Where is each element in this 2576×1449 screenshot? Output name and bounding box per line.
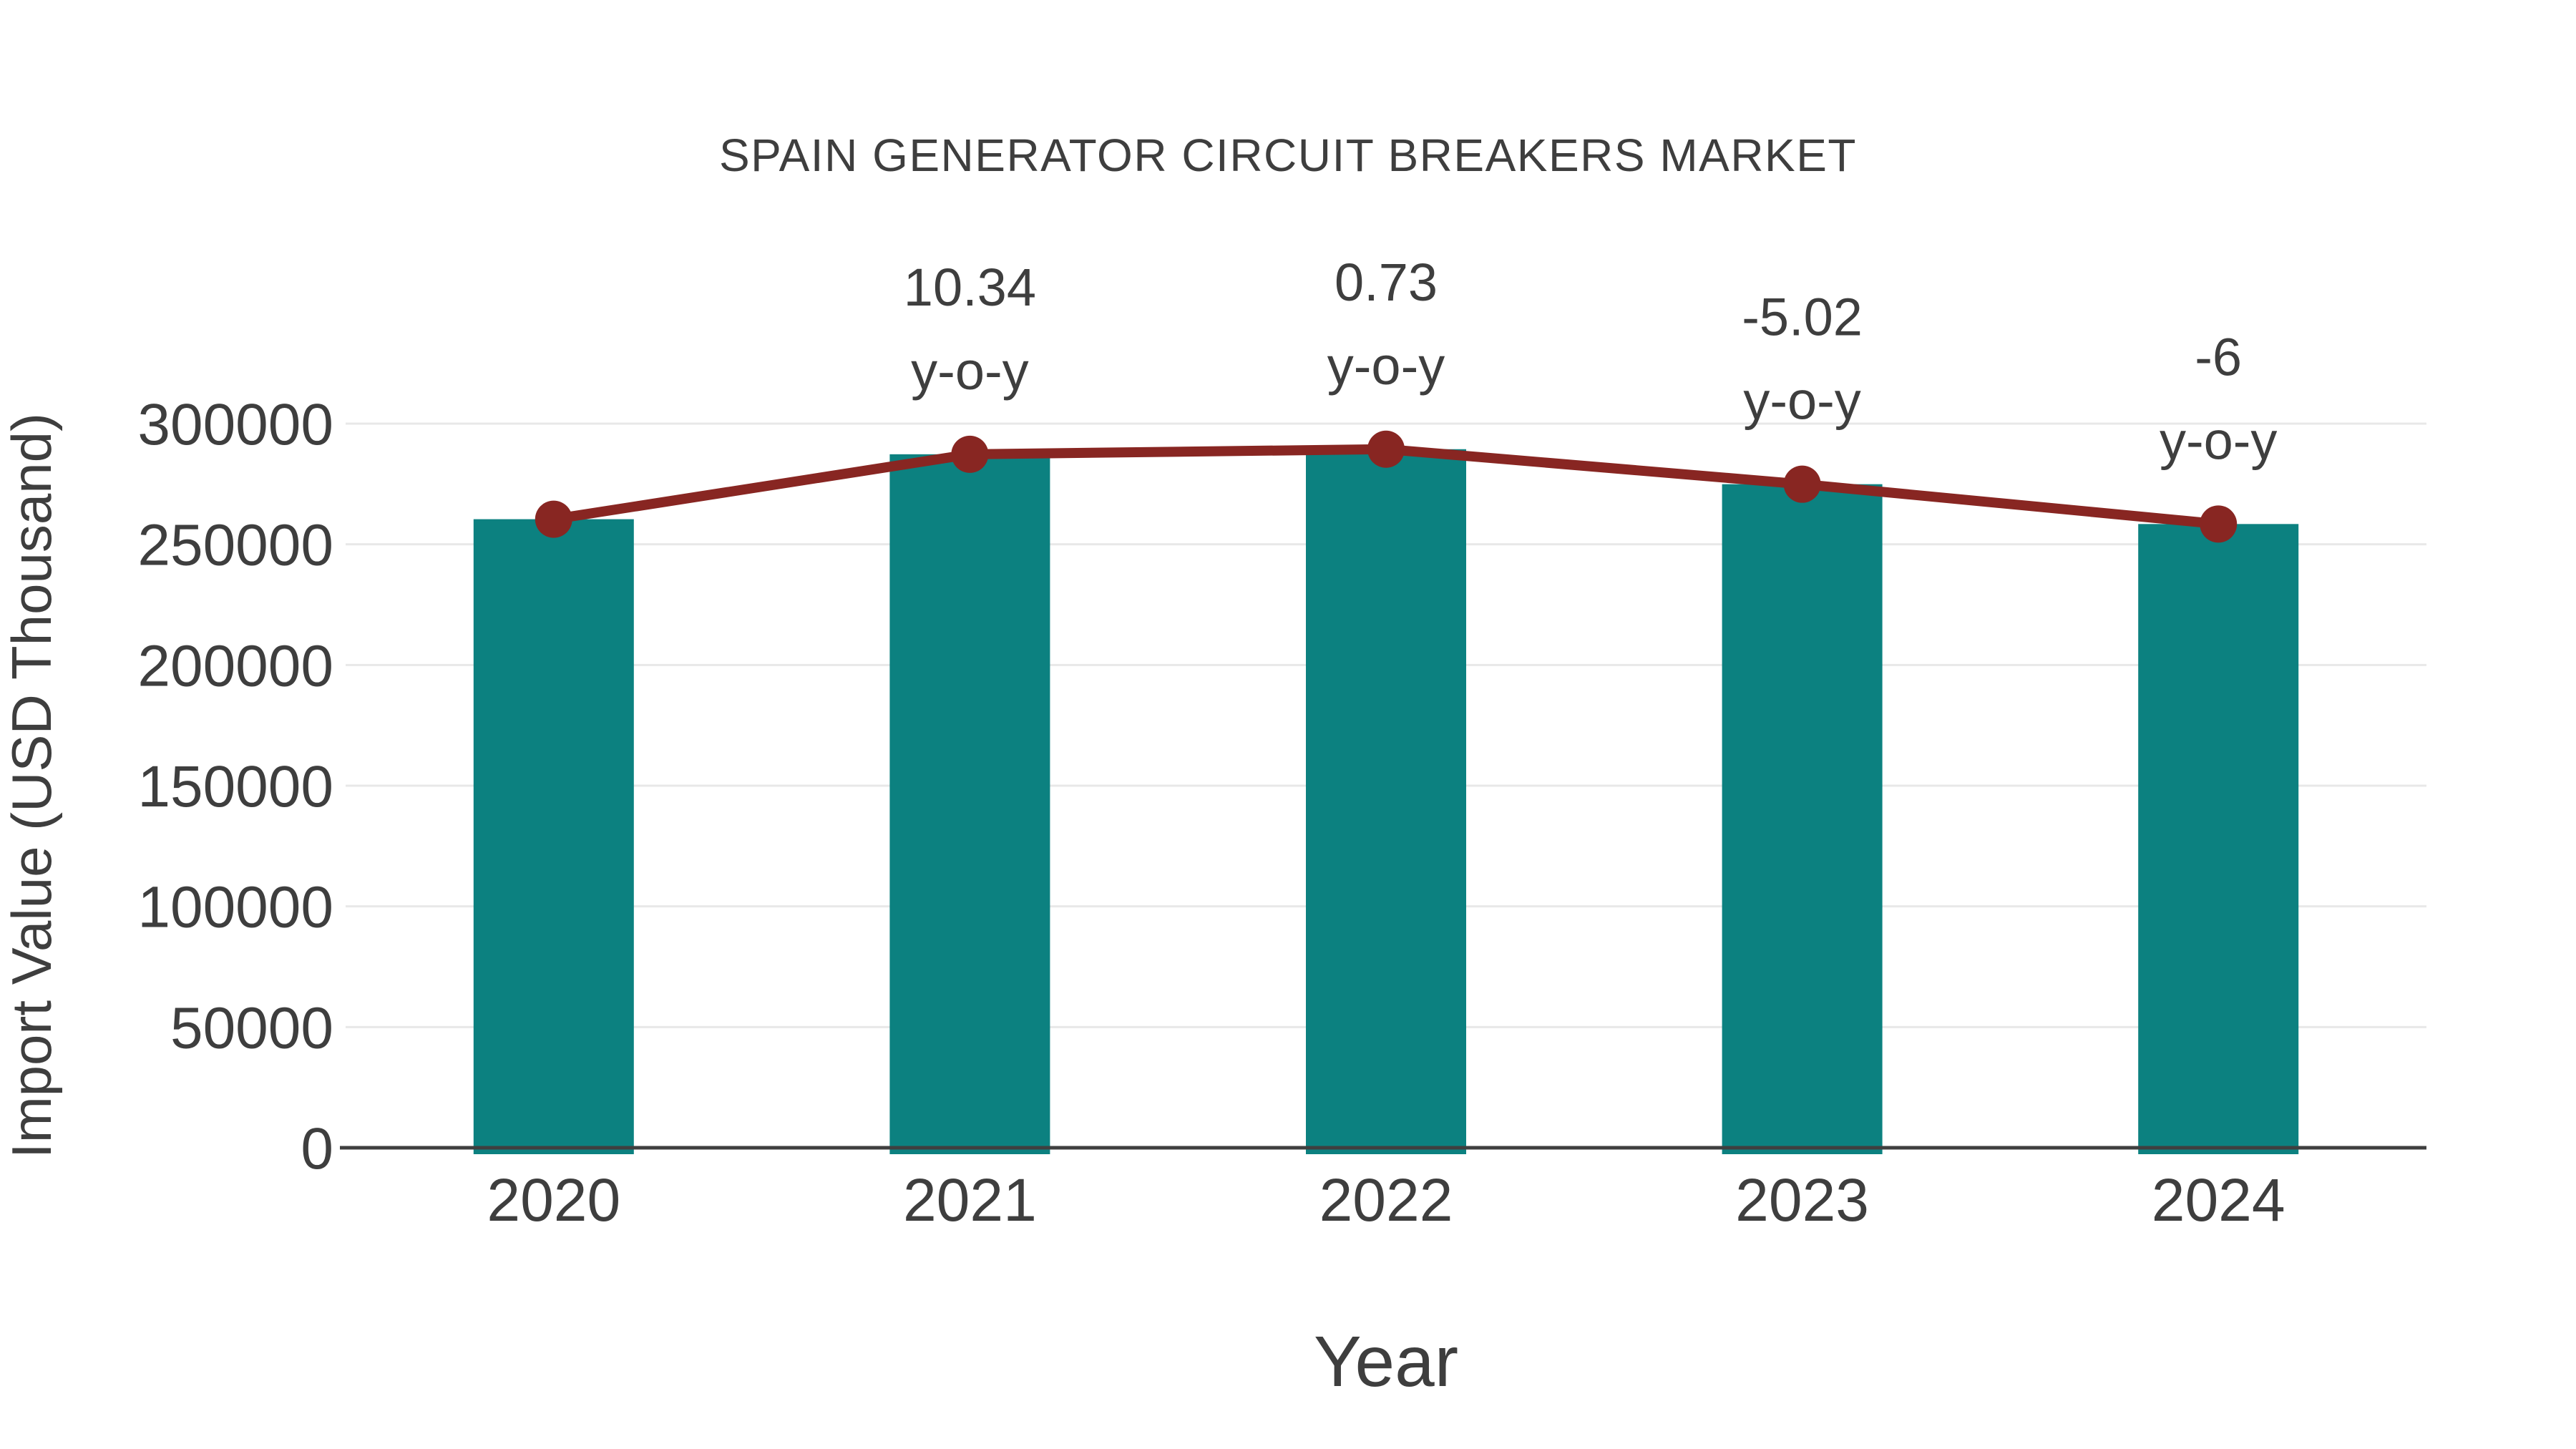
y-tick-label: 50000 xyxy=(170,995,333,1060)
trend-marker-2020 xyxy=(535,500,572,538)
bar-2023 xyxy=(1722,484,1883,1154)
x-tick-label: 2020 xyxy=(487,1166,620,1234)
bar-2021 xyxy=(889,454,1050,1154)
y-tick-label: 150000 xyxy=(137,754,333,819)
trend-marker-2024 xyxy=(2200,505,2238,543)
x-tick-label: 2023 xyxy=(1735,1166,1869,1234)
trend-marker-2021 xyxy=(951,435,989,473)
yoy-value-label: -5.02 xyxy=(1742,288,1863,347)
yoy-unit-label: y-o-y xyxy=(911,341,1028,401)
yoy-unit-label: y-o-y xyxy=(1327,336,1445,396)
y-tick-label: 300000 xyxy=(137,392,333,457)
trend-marker-2022 xyxy=(1367,430,1405,468)
yoy-value-label: 0.73 xyxy=(1335,253,1438,312)
y-tick-label: 100000 xyxy=(137,875,333,940)
yoy-unit-label: y-o-y xyxy=(1743,371,1860,431)
yoy-unit-label: y-o-y xyxy=(2160,411,2277,470)
y-tick-label: 0 xyxy=(301,1116,333,1181)
y-tick-label: 200000 xyxy=(137,633,333,698)
y-tick-label: 250000 xyxy=(137,513,333,578)
x-tick-label: 2022 xyxy=(1319,1166,1453,1234)
trend-marker-2023 xyxy=(1783,465,1821,503)
bar-2020 xyxy=(473,519,634,1154)
yoy-value-label: 10.34 xyxy=(904,258,1036,317)
x-tick-label: 2021 xyxy=(903,1166,1037,1234)
bar-2022 xyxy=(1306,449,1466,1154)
yoy-value-label: -6 xyxy=(2195,327,2242,386)
x-axis-title: Year xyxy=(1313,1322,1459,1402)
x-tick-label: 2024 xyxy=(2152,1166,2285,1234)
chart-title: SPAIN GENERATOR CIRCUIT BREAKERS MARKET xyxy=(718,130,1858,181)
bar-2024 xyxy=(2138,524,2299,1154)
